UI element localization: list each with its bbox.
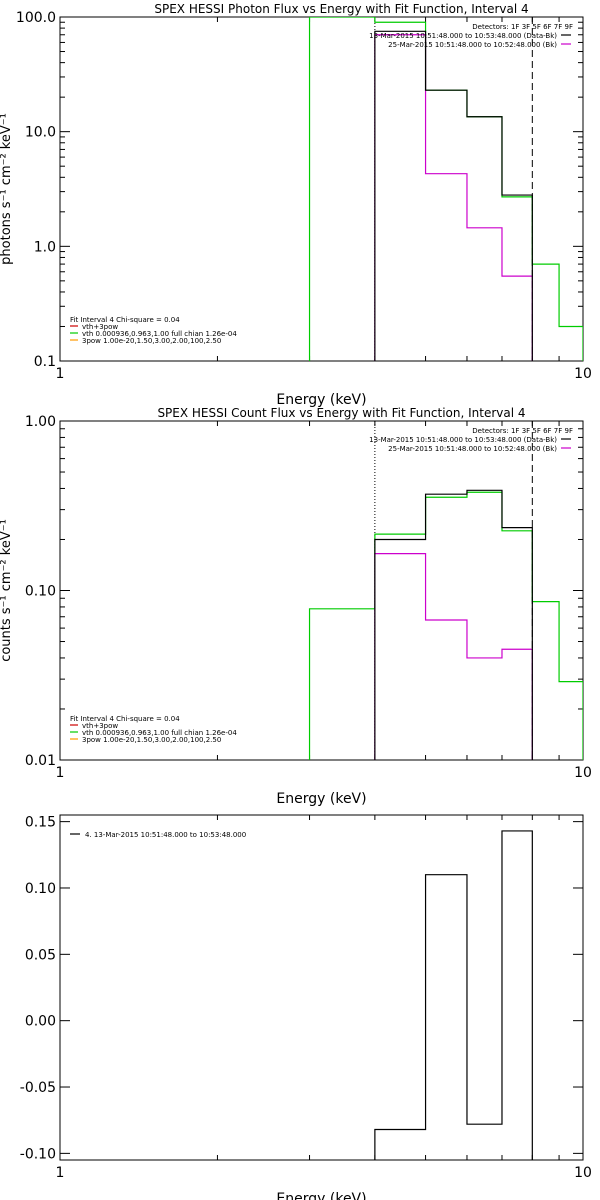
plot-area — [308, 421, 583, 760]
y-tick-label: 0.01 — [25, 753, 56, 769]
legend-entry-label: vth 0.000936,0.963,1.00 full chian 1.26e… — [82, 729, 237, 737]
panel-3: 0.15 0.10 0.05 0.00 -0.05 -0.101 10 Energy (keV… — [20, 814, 592, 1200]
series-step-line-2 — [374, 553, 533, 760]
y-tick-label: 1.0 — [34, 239, 56, 255]
legend-entry-label: 13-Mar-2015 10:51:48.000 to 10:53:48.000… — [369, 436, 557, 444]
legend-entry-label: vth+3pow — [82, 722, 118, 730]
y-tick-label: 0.00 — [25, 1014, 56, 1030]
series-step-line-3 — [374, 489, 533, 760]
x-tick-label: 1 — [56, 1165, 65, 1181]
plot-area — [308, 17, 583, 361]
y-tick-label: 10.0 — [25, 125, 56, 141]
y-tick-label: 0.10 — [25, 584, 56, 600]
series-step-line-3 — [374, 30, 533, 361]
x-axis-label: Energy (keV) — [276, 1191, 366, 1200]
plot-frame — [59, 814, 584, 1161]
x-tick-label: 10 — [574, 765, 592, 781]
y-tick-label: 0.05 — [25, 947, 56, 963]
legend-fit-header: Fit Interval 4 Chi-square = 0.04 — [70, 715, 180, 723]
legend-entry-label: 25-Mar-2015 10:51:48.000 to 10:52:48.000… — [388, 41, 557, 49]
series-step-line-2 — [374, 34, 533, 361]
legend-detectors-header: Detectors: 1F 3F 5F 6F 7F 9F — [472, 23, 573, 31]
y-tick-label: 100.0 — [16, 10, 56, 26]
legend-fit-header: Fit Interval 4 Chi-square = 0.04 — [70, 316, 180, 324]
y-axis-label: photons s⁻¹ cm⁻² keV⁻¹ — [0, 113, 14, 265]
legend-entry-label: 3pow 1.00e-20,1.50,3.00,2.00,100,2.50 — [82, 736, 221, 744]
legend-detectors-header: Detectors: 1F 3F 5F 6F 7F 9F — [472, 427, 573, 435]
y-tick-label: -0.10 — [20, 1146, 56, 1162]
legend-entry-label: 25-Mar-2015 10:51:48.000 to 10:52:48.000… — [388, 445, 557, 453]
legend-entry-label: 4. 13-Mar-2015 10:51:48.000 to 10:53:48.… — [85, 831, 246, 839]
series-step-line-1 — [374, 830, 533, 1160]
chart-title: SPEX HESSI Photon Flux vs Energy with Fi… — [154, 2, 528, 16]
x-tick-label: 1 — [56, 765, 65, 781]
y-axis-label: counts s⁻¹ cm⁻² keV⁻¹ — [0, 519, 14, 662]
chart-title: SPEX HESSI Count Flux vs Energy with Fit… — [157, 406, 525, 420]
y-tick-label: 1.00 — [25, 414, 56, 430]
x-axis-label: Energy (keV) — [276, 791, 366, 807]
y-tick-label: 0.1 — [34, 354, 56, 370]
legend-entry-label: vth+3pow — [82, 323, 118, 331]
panel-2: 0.01 0.10 1.00 1 10 SPEX HESSI Count Flux vs … — [0, 406, 592, 807]
x-axis-label: Energy (keV) — [276, 392, 366, 408]
plot-frame — [59, 420, 584, 761]
panel-1: 0.1 1.0 10.0 100.0 1 10 SPEX HESSI Photon Flux… — [0, 2, 592, 408]
plot-frame — [59, 16, 584, 362]
legend-entry-label: vth 0.000936,0.963,1.00 full chian 1.26e… — [82, 330, 237, 338]
plot-area — [374, 830, 533, 1160]
x-tick-label: 10 — [574, 1165, 592, 1181]
y-tick-label: 0.10 — [25, 881, 56, 897]
x-tick-label: 10 — [574, 366, 592, 382]
series-step-line-1 — [308, 17, 583, 361]
x-tick-label: 1 — [56, 366, 65, 382]
legend-entry-label: 13-Mar-2015 10:51:48.000 to 10:53:48.000… — [369, 32, 557, 40]
series-step-line-1 — [308, 491, 583, 760]
legend-entry-label: 3pow 1.00e-20,1.50,3.00,2.00,100,2.50 — [82, 337, 221, 345]
y-tick-label: 0.15 — [25, 815, 56, 831]
y-tick-label: -0.05 — [20, 1080, 56, 1096]
